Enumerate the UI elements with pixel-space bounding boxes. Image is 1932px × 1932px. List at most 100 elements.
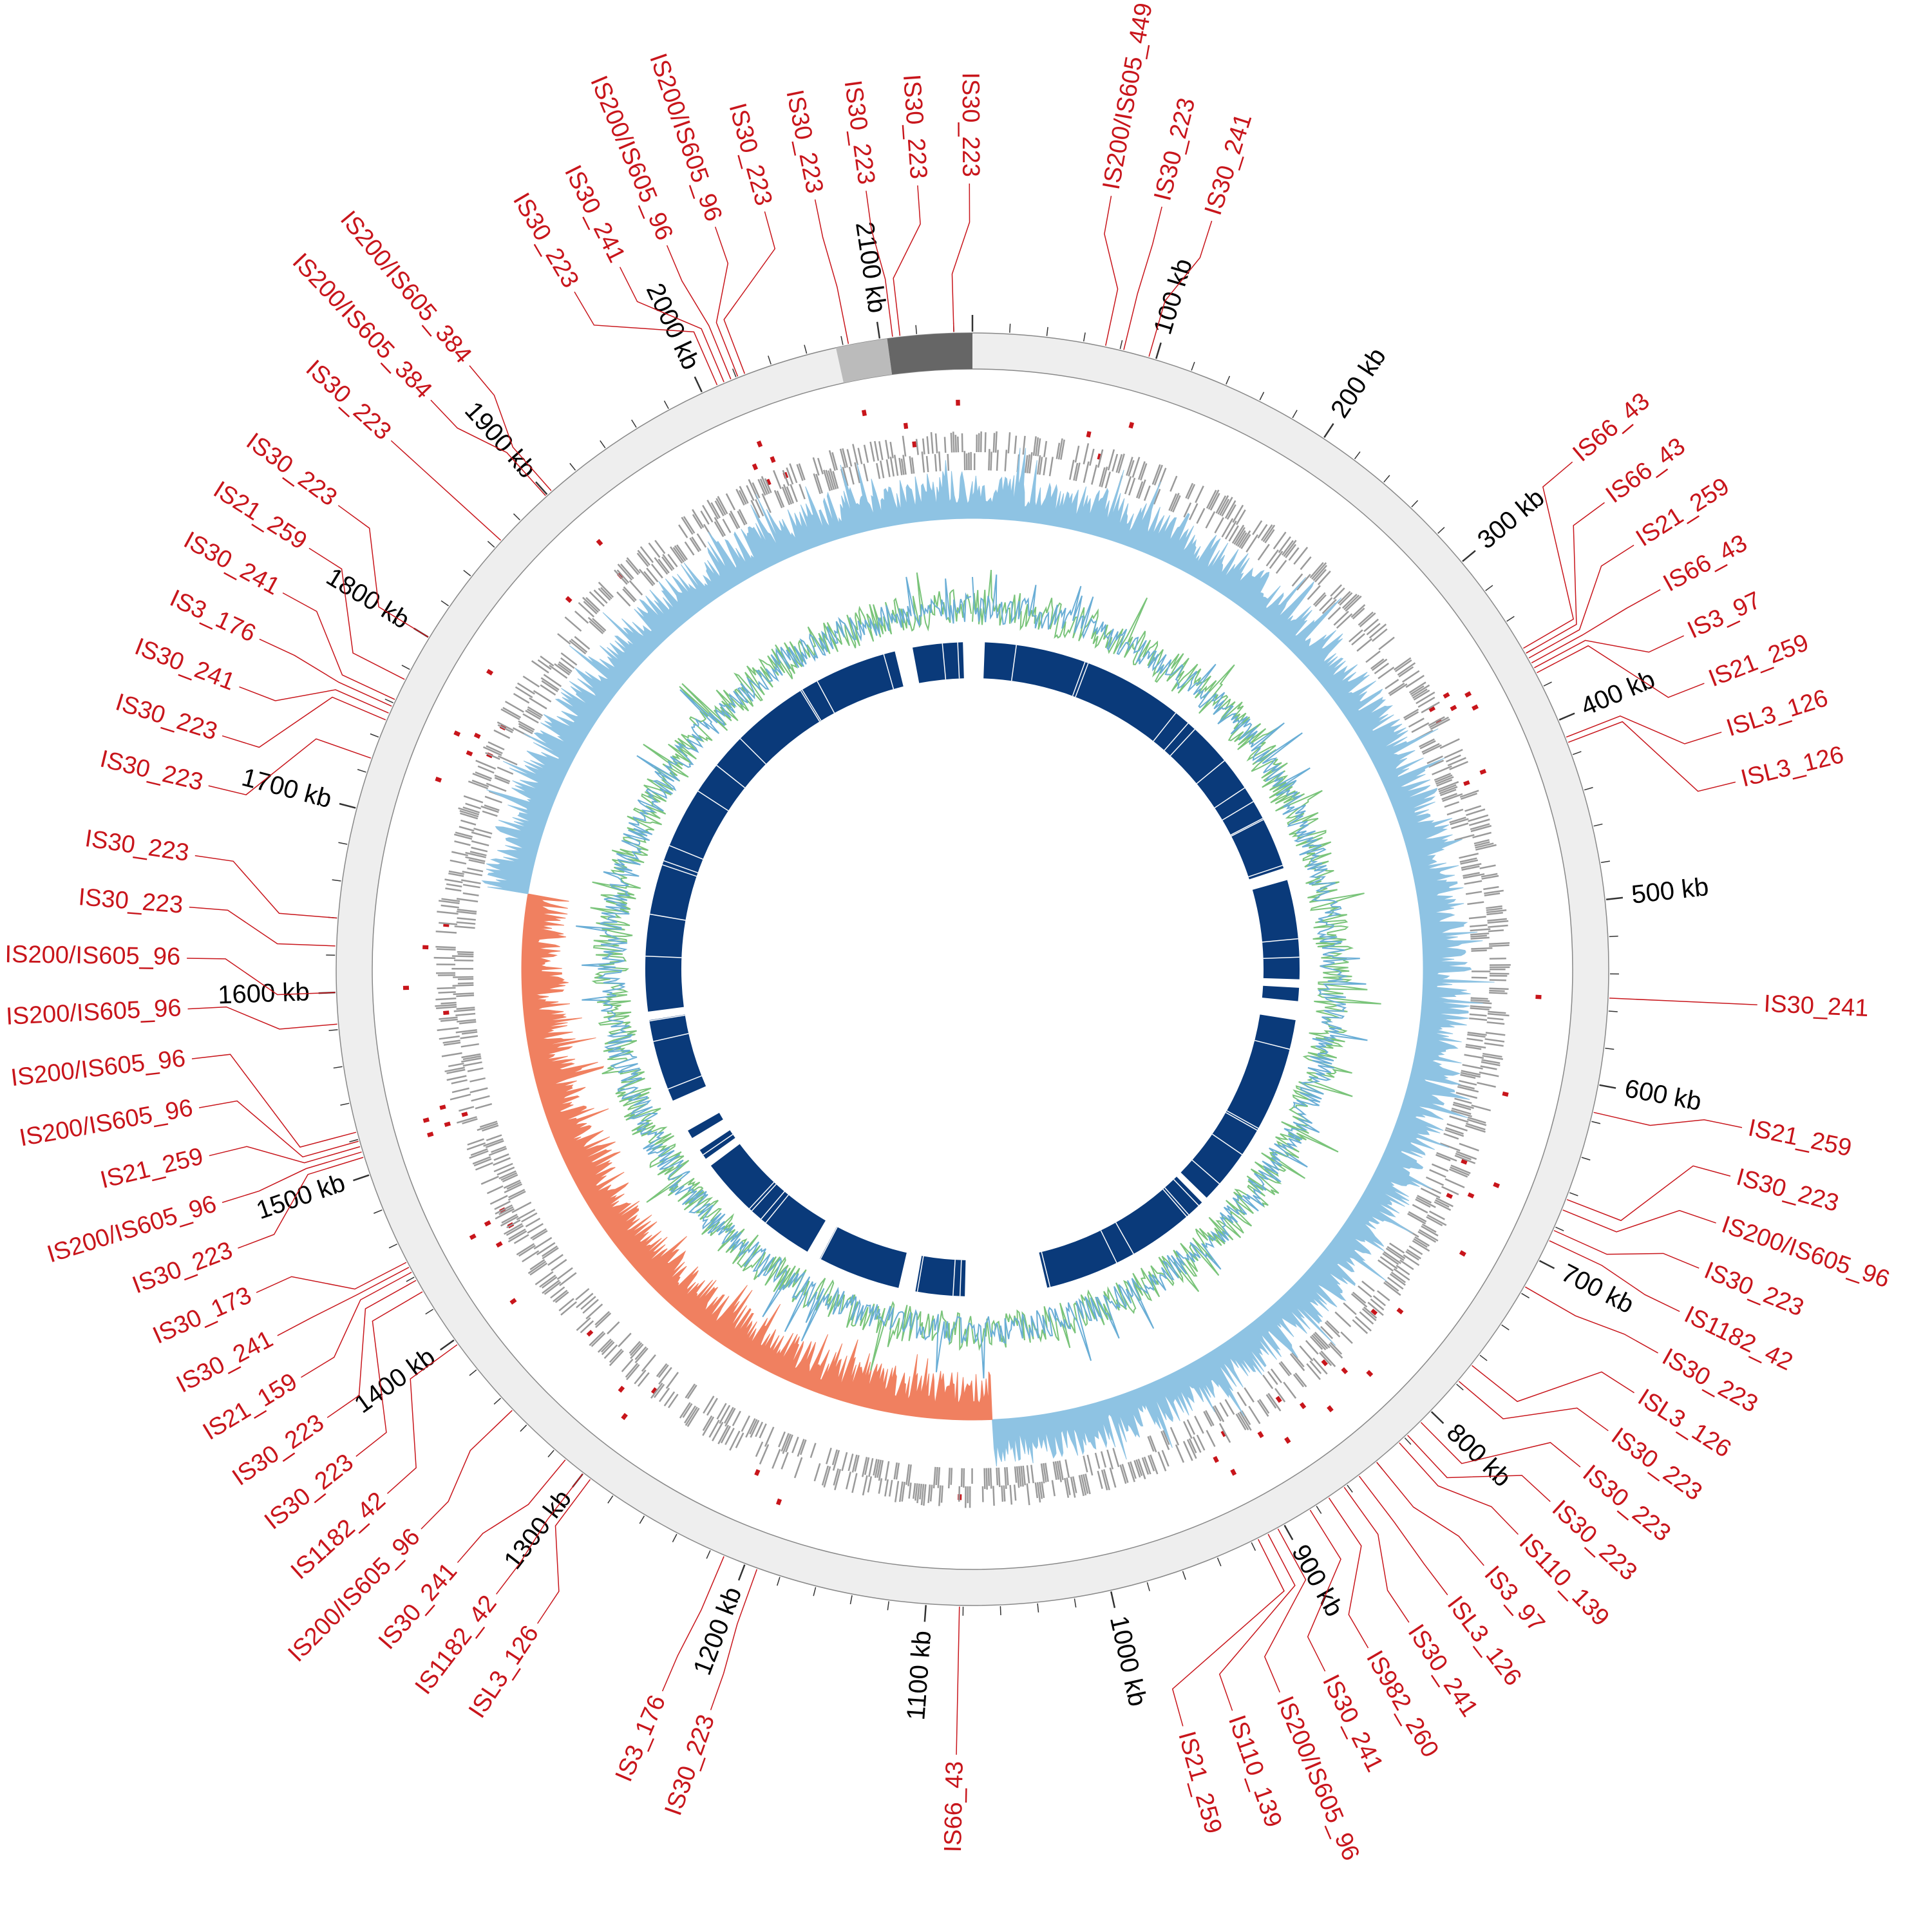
- is-element-mark: [1213, 1455, 1219, 1463]
- minor-tick: [1605, 1047, 1615, 1050]
- homology-divider: [1100, 1230, 1117, 1264]
- gene-bar: [1119, 1464, 1127, 1484]
- gene-bar: [550, 1286, 565, 1299]
- is-leader-line: [209, 1146, 361, 1164]
- gene-bar: [607, 1321, 620, 1335]
- gene-bar: [616, 591, 631, 607]
- gene-bar: [629, 1341, 641, 1354]
- gene-bar: [846, 1472, 851, 1490]
- minor-tick: [1083, 332, 1086, 342]
- minor-tick: [1182, 1571, 1186, 1580]
- gene-bar: [1416, 1197, 1436, 1208]
- homology-divider: [1226, 1112, 1258, 1131]
- homology-divider: [662, 864, 697, 877]
- homology-divider: [669, 845, 703, 860]
- gene-bar: [1264, 529, 1275, 544]
- gene-bar: [616, 569, 630, 583]
- gene-bar: [1324, 1321, 1341, 1338]
- gene-bar: [1462, 1064, 1483, 1070]
- gene-bar: [1480, 1065, 1497, 1070]
- gene-bar: [1415, 1198, 1431, 1208]
- is-element-mark: [444, 1121, 451, 1127]
- homology-divider: [800, 690, 820, 722]
- gene-bar: [539, 1274, 556, 1288]
- gene-bar: [1465, 891, 1482, 895]
- gene-bar: [901, 1481, 905, 1502]
- gene-bar: [437, 911, 459, 915]
- gene-bar: [1435, 774, 1453, 783]
- gene-bar: [1434, 1201, 1452, 1211]
- gene-bar: [1439, 738, 1460, 749]
- gene-bar: [462, 871, 483, 876]
- gene-bar: [1421, 1225, 1439, 1236]
- gene-bar: [1214, 1405, 1225, 1423]
- gene-bar: [862, 1475, 868, 1496]
- gene-bar: [1343, 1302, 1357, 1316]
- is-element-label: IS30_241: [131, 633, 238, 696]
- is-element-mark: [1461, 1159, 1468, 1165]
- gene-bar: [448, 1063, 464, 1068]
- gene-bar: [1293, 547, 1309, 565]
- gene-bar: [1466, 1037, 1483, 1042]
- is-element-mark: [1086, 431, 1092, 438]
- gene-bar: [462, 1118, 478, 1124]
- gene-bar: [1350, 604, 1366, 618]
- homology-divider: [905, 1254, 914, 1290]
- gene-bar: [1205, 511, 1216, 529]
- minor-tick: [1581, 1157, 1591, 1160]
- gene-bar: [494, 777, 510, 784]
- gene-bar: [459, 826, 475, 832]
- gene-bar: [1170, 475, 1178, 492]
- gene-bar: [863, 444, 869, 463]
- gene-bar: [670, 546, 683, 564]
- gene-bar: [583, 600, 598, 614]
- minor-tick: [706, 1550, 711, 1559]
- minor-tick: [1383, 475, 1390, 483]
- kb-tick-label: 2100 kb: [850, 220, 891, 315]
- gene-bar: [444, 878, 463, 884]
- gene-bar: [1359, 612, 1376, 628]
- is-leader-line: [661, 1556, 724, 1692]
- gene-bar: [825, 469, 833, 491]
- gene-bar: [440, 1001, 457, 1005]
- gene-bar: [1004, 450, 1008, 471]
- gene-bar: [475, 1103, 493, 1110]
- homology-divider: [957, 642, 960, 679]
- gene-bar: [618, 1332, 632, 1348]
- minor-tick: [1074, 1598, 1077, 1608]
- is-element-mark: [1428, 706, 1435, 712]
- gene-bar: [878, 441, 884, 460]
- gene-bar: [1351, 633, 1365, 646]
- gene-bar: [452, 984, 474, 987]
- is-element-mark: [495, 1241, 503, 1248]
- major-tick: [353, 1174, 370, 1182]
- is-leader-line: [496, 1473, 583, 1595]
- gene-bar: [724, 1427, 735, 1445]
- gene-bar: [1385, 1280, 1399, 1292]
- gene-bar: [1014, 435, 1018, 454]
- gene-bar: [446, 1075, 467, 1081]
- gene-bar: [621, 1358, 634, 1372]
- gene-bar: [834, 1469, 842, 1491]
- gene-bar: [1022, 1465, 1027, 1486]
- is-leader-line: [308, 547, 405, 680]
- gene-bar: [1336, 613, 1353, 629]
- homology-divider: [645, 955, 682, 958]
- gene-bar: [938, 1485, 942, 1506]
- gene-bar: [1461, 1070, 1481, 1076]
- gene-bar: [440, 904, 459, 909]
- gene-bar: [1127, 1462, 1135, 1482]
- gene-bar: [1183, 1421, 1193, 1439]
- homology-divider: [1075, 663, 1089, 697]
- gene-bar: [1196, 1434, 1206, 1451]
- gene-bar: [1368, 623, 1387, 639]
- gene-bar: [797, 1439, 805, 1457]
- gene-bar: [1467, 901, 1484, 905]
- gene-bar: [1140, 463, 1148, 481]
- gene-bar: [460, 1035, 478, 1039]
- gene-bar: [1489, 989, 1505, 992]
- gene-bar: [1487, 1012, 1510, 1017]
- homology-divider: [697, 790, 729, 811]
- gene-bar: [508, 1228, 526, 1240]
- gene-bar: [1378, 636, 1395, 650]
